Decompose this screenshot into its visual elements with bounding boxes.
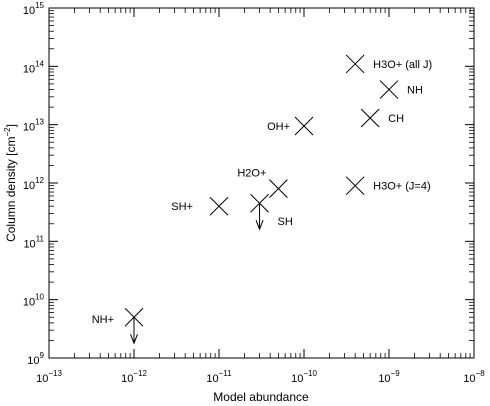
point-label: SH+ xyxy=(171,201,193,213)
y-tick-label-exponent: 11 xyxy=(36,234,45,243)
x-tick-label: 10−8 xyxy=(463,369,485,385)
y-tick-label-exponent: 10 xyxy=(35,293,44,302)
x-tick-label-exponent: −10 xyxy=(303,369,317,378)
marker-x xyxy=(345,176,365,196)
x-tick-label: 10−11 xyxy=(206,369,232,385)
y-tick-label-base: 10 xyxy=(23,5,35,17)
x-tick-label-exponent: −13 xyxy=(48,369,62,378)
x-tick-label: 10−9 xyxy=(378,369,400,385)
marker-stroke xyxy=(379,80,399,99)
y-tick-label-exponent: 13 xyxy=(35,118,44,127)
point-label: H3O+ (all J) xyxy=(373,59,432,71)
y-tick-label-base: 10 xyxy=(23,238,35,250)
y-tick-label: 1015 xyxy=(23,1,45,17)
y-axis-label-close: ] xyxy=(4,124,18,127)
y-tick-label-exponent: 14 xyxy=(35,59,44,68)
marker-stroke xyxy=(294,116,314,136)
x-tick-label-exponent: −11 xyxy=(219,369,233,378)
axis-ticks xyxy=(48,7,475,359)
y-tick-label-base: 10 xyxy=(23,180,35,192)
y-tick-label: 1014 xyxy=(23,59,45,75)
x-tick-label-base: 10 xyxy=(121,373,133,385)
marker-x xyxy=(209,196,229,216)
y-tick-label-exponent: 9 xyxy=(40,351,45,360)
y-tick-label: 1012 xyxy=(23,176,45,192)
y-axis-label-text: Column density [cm xyxy=(4,137,18,242)
point-label: CH xyxy=(388,113,404,125)
marker-stroke xyxy=(345,54,365,74)
x-axis-label: Model abundance xyxy=(213,390,309,404)
y-axis-label: Column density [cm−2] xyxy=(3,124,18,242)
marker-x xyxy=(379,80,399,99)
x-tick-label-base: 10 xyxy=(378,373,390,385)
x-tick-label-base: 10 xyxy=(206,373,218,385)
point-label: SH xyxy=(278,216,293,228)
arrow-head xyxy=(255,220,264,231)
marker-stroke xyxy=(269,179,288,199)
y-tick-label: 1011 xyxy=(23,234,44,250)
marker-x xyxy=(269,179,288,199)
arrow-head xyxy=(130,334,138,345)
y-tick-label-base: 10 xyxy=(23,63,35,75)
marker-x xyxy=(360,108,380,128)
x-tick-label-exponent: −8 xyxy=(476,369,486,378)
x-tick-label-exponent: −12 xyxy=(133,369,147,378)
point-label: NH xyxy=(407,85,423,97)
point-label: NH+ xyxy=(92,314,114,326)
point-label: H3O+ (J=4) xyxy=(373,181,430,193)
upper-limit-arrow xyxy=(130,317,138,345)
marker-x xyxy=(294,116,314,136)
y-tick-label-exponent: 12 xyxy=(35,176,44,185)
tick-labels: 10−13 10−12 10−11 10−10 10−9 10−8109101010111… xyxy=(23,1,485,385)
marker-x xyxy=(345,54,365,74)
x-tick-label-base: 10 xyxy=(463,373,475,385)
y-axis-label-exponent: −2 xyxy=(3,127,12,137)
data-labels: H3O+ (all J) NH OH+ CH H3O+ (J=4) H2O+ SH+ SH NH… xyxy=(92,59,432,326)
y-tick-label: 1010 xyxy=(23,293,45,309)
point-label: H2O+ xyxy=(237,168,266,180)
point-label: OH+ xyxy=(267,121,290,133)
x-tick-label-exponent: −9 xyxy=(391,369,401,378)
y-tick-label-base: 10 xyxy=(23,297,35,309)
upper-limit-arrow xyxy=(255,203,264,231)
y-tick-label-exponent: 15 xyxy=(35,1,44,10)
y-tick-label-base: 10 xyxy=(23,122,35,134)
marker-stroke xyxy=(209,196,229,216)
x-tick-label: 10−13 xyxy=(36,369,62,385)
x-tick-label-base: 10 xyxy=(291,373,303,385)
data-markers xyxy=(124,54,399,345)
x-tick-label-base: 10 xyxy=(36,373,48,385)
marker-stroke xyxy=(345,176,365,196)
y-tick-label: 109 xyxy=(27,351,44,367)
x-tick-label: 10−10 xyxy=(291,369,317,385)
y-tick-label: 1013 xyxy=(23,118,45,134)
y-tick-label-base: 10 xyxy=(27,355,39,367)
x-tick-label: 10−12 xyxy=(121,369,147,385)
marker-stroke xyxy=(360,108,380,128)
